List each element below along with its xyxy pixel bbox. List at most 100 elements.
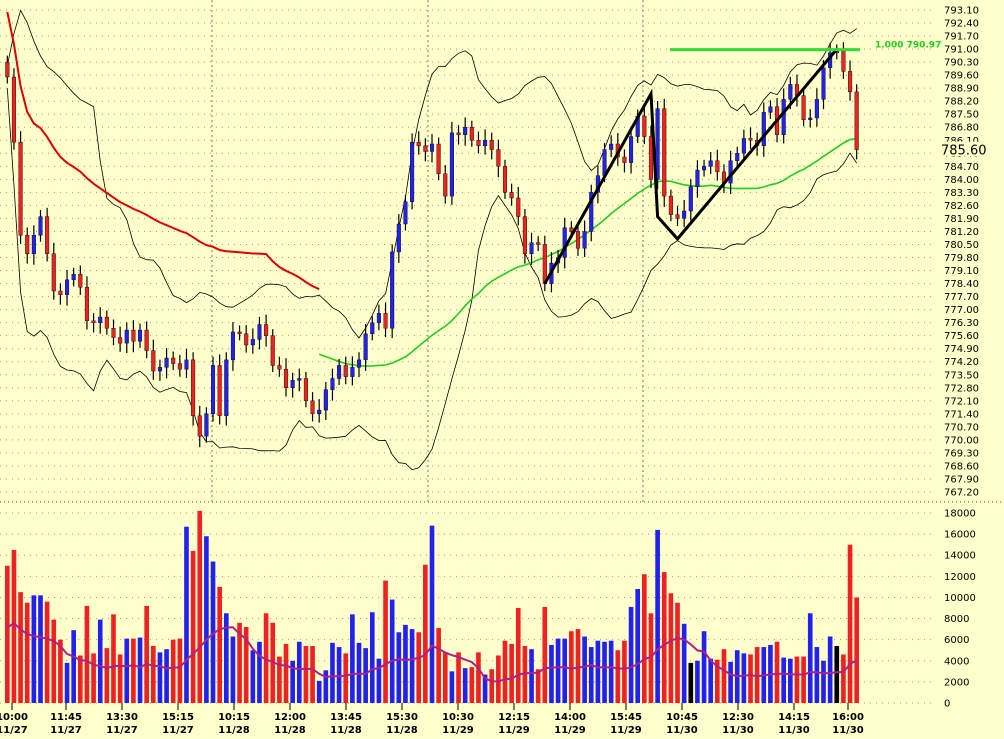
volume-bar (436, 628, 441, 703)
volume-tick-label: 18000 (944, 509, 976, 520)
volume-bar (754, 647, 760, 703)
price-tick-label: 791.70 (944, 32, 979, 43)
volume-bar (58, 639, 63, 703)
candle-body (416, 141, 421, 147)
price-tick-label: 774.90 (944, 344, 979, 355)
candle-body (5, 61, 10, 78)
volume-bar (496, 655, 501, 703)
volume-bar (197, 510, 203, 703)
volume-bar (237, 622, 242, 703)
price-tick-label: 783.30 (944, 188, 979, 199)
volume-bar (104, 648, 110, 703)
price-tick-label: 769.30 (944, 448, 979, 459)
volume-bar (164, 649, 169, 703)
candle-body (854, 91, 859, 150)
candle-body (230, 331, 235, 361)
volume-bar (204, 536, 209, 703)
candle-body (702, 166, 707, 171)
trend-lines (543, 48, 838, 285)
volume-bar (24, 602, 30, 703)
time-label: 10:15 (218, 712, 250, 723)
price-tick-label: 767.90 (944, 474, 979, 485)
volume-bar (157, 652, 163, 703)
candle-body (695, 169, 700, 187)
candle-body (396, 223, 401, 253)
volume-tick-label: 14000 (944, 551, 976, 562)
level-line-label: 1.000 790.97 (875, 41, 941, 51)
candle-body (337, 365, 342, 379)
time-label: 15:30 (386, 712, 418, 723)
time-label: 15:15 (162, 712, 194, 723)
volume-bar (788, 658, 793, 703)
volume-bar (462, 668, 468, 703)
volume-bar (97, 619, 103, 703)
price-tick-label: 789.60 (944, 71, 979, 82)
price-tick-label: 786.80 (944, 123, 979, 134)
volume-bar (296, 641, 302, 703)
candle-body (38, 216, 43, 236)
volume-bar (369, 612, 375, 703)
zigzag-trend-line (543, 48, 838, 285)
volume-bar (469, 667, 475, 703)
time-label: 12:00 (274, 712, 306, 723)
volume-bar (71, 630, 76, 703)
candle-body (323, 389, 328, 411)
price-tick-label: 780.50 (944, 240, 979, 251)
price-tick-label: 775.60 (944, 331, 979, 342)
time-label: 13:45 (330, 712, 362, 723)
volume-bar (257, 641, 262, 703)
volume-bar (323, 670, 329, 703)
candle-body (801, 95, 806, 120)
price-tick-label: 784.00 (944, 175, 979, 186)
candle-body (290, 380, 295, 388)
candle-body (662, 108, 667, 197)
price-tick-label: 772.10 (944, 396, 979, 407)
volume-tick-label: 12000 (944, 572, 976, 583)
candle-body (363, 333, 368, 361)
candle-body (609, 143, 614, 150)
volume-bar (217, 586, 222, 703)
candle-body (443, 173, 448, 197)
candle-body (748, 138, 753, 141)
volume-bar (429, 525, 435, 703)
volume-bar (615, 650, 621, 703)
volume-bar (456, 652, 461, 703)
volume-bar (582, 636, 587, 703)
volume-bar (741, 653, 747, 703)
date-label: 11/28 (218, 725, 250, 736)
candle-body (715, 160, 720, 173)
time-label: 11:45 (50, 712, 82, 723)
price-tick-label: 781.90 (944, 214, 979, 225)
candle-body (788, 84, 793, 100)
candle-body (708, 160, 713, 167)
volume-bar (64, 662, 70, 703)
candle-body (848, 71, 853, 93)
volume-bar (91, 653, 96, 703)
price-tick-label: 778.40 (944, 279, 979, 290)
price-tick-label: 777.70 (944, 292, 979, 303)
candle-body (244, 333, 249, 346)
volume-bar (695, 660, 700, 703)
price-tick-label: 772.80 (944, 383, 979, 394)
volume-bar (243, 627, 249, 703)
price-tick-label: 767.20 (944, 488, 979, 499)
volume-bar (343, 653, 349, 703)
candle-body (489, 140, 494, 150)
candle-body (456, 132, 461, 135)
volume-bar (150, 646, 156, 703)
volume-bar (303, 646, 309, 703)
candle-body (642, 115, 647, 137)
volume-bar (210, 561, 216, 703)
volume-bar (383, 580, 388, 703)
date-label: 11/30 (666, 725, 698, 736)
price-tick-label: 776.30 (944, 318, 979, 329)
candle-body (429, 143, 435, 152)
volume-bar (608, 640, 614, 703)
volume-bar (277, 656, 282, 703)
volume-bar (595, 640, 601, 703)
time-label: 10:00 (0, 712, 28, 723)
red-moving-average-line (6, 11, 320, 291)
volume-bar (655, 529, 660, 703)
date-label: 11/28 (330, 725, 362, 736)
volume-bar (144, 605, 149, 703)
